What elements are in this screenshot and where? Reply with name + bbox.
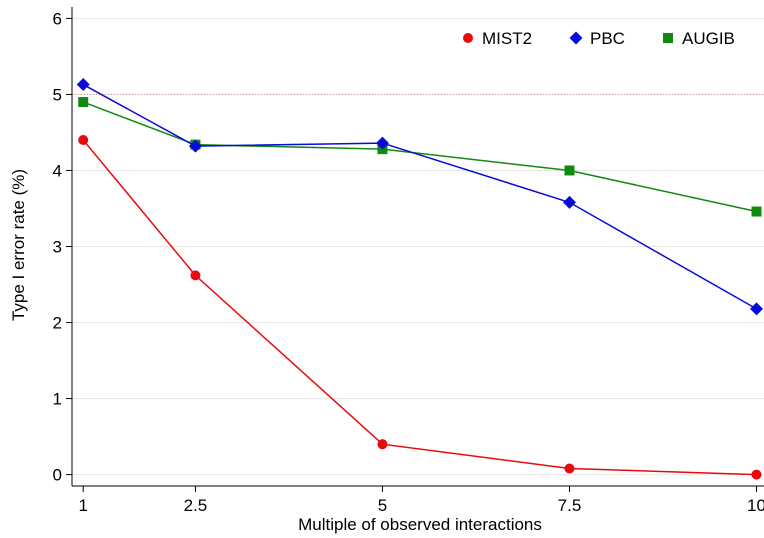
legend-label: AUGIB bbox=[682, 29, 735, 48]
series-augib bbox=[78, 97, 762, 217]
legend-item-augib: AUGIB bbox=[663, 29, 735, 48]
data-point bbox=[78, 135, 89, 146]
x-tick-label: 1 bbox=[78, 496, 87, 515]
legend-marker bbox=[569, 31, 583, 45]
y-tick-label: 4 bbox=[53, 161, 62, 180]
series-line bbox=[82, 139, 757, 476]
series-line bbox=[82, 101, 757, 213]
gridlines bbox=[72, 17, 764, 476]
data-point bbox=[78, 97, 89, 108]
data-point bbox=[750, 302, 764, 316]
data-point bbox=[564, 463, 575, 474]
x-axis: 1 2.5 5 7.5 10 bbox=[72, 485, 764, 515]
data-point bbox=[190, 270, 201, 281]
y-axis-label: Type I error rate (%) bbox=[9, 169, 28, 321]
data-point bbox=[188, 139, 202, 153]
series-group bbox=[76, 78, 764, 480]
data-point bbox=[375, 136, 389, 150]
data-point bbox=[562, 195, 576, 209]
legend-marker bbox=[463, 33, 473, 43]
x-axis-label: Multiple of observed interactions bbox=[298, 515, 542, 534]
x-tick-label: 5 bbox=[378, 496, 387, 515]
y-axis: 0 1 2 3 4 5 6 bbox=[53, 7, 73, 486]
y-tick-label: 6 bbox=[53, 9, 62, 28]
data-point bbox=[377, 439, 388, 450]
data-point bbox=[564, 165, 575, 176]
data-point bbox=[76, 78, 90, 92]
legend-item-mist2: MIST2 bbox=[463, 29, 532, 48]
x-tick-label: 2.5 bbox=[184, 496, 208, 515]
y-tick-label: 1 bbox=[53, 390, 62, 409]
data-point bbox=[751, 206, 762, 217]
legend-label: MIST2 bbox=[482, 29, 532, 48]
data-point bbox=[751, 469, 762, 480]
x-tick-label: 7.5 bbox=[558, 496, 582, 515]
legend-label: PBC bbox=[590, 29, 625, 48]
series-pbc bbox=[76, 78, 764, 316]
legend-item-pbc: PBC bbox=[569, 29, 625, 48]
series-line bbox=[82, 83, 757, 310]
legend: MIST2 PBC AUGIB bbox=[463, 29, 735, 48]
y-tick-label: 2 bbox=[53, 314, 62, 333]
y-tick-label: 3 bbox=[53, 238, 62, 257]
y-tick-label: 5 bbox=[53, 85, 62, 104]
x-tick-label: 10 bbox=[747, 496, 764, 515]
y-tick-label: 0 bbox=[53, 466, 62, 485]
legend-marker bbox=[663, 33, 673, 43]
series-mist2 bbox=[78, 135, 762, 480]
